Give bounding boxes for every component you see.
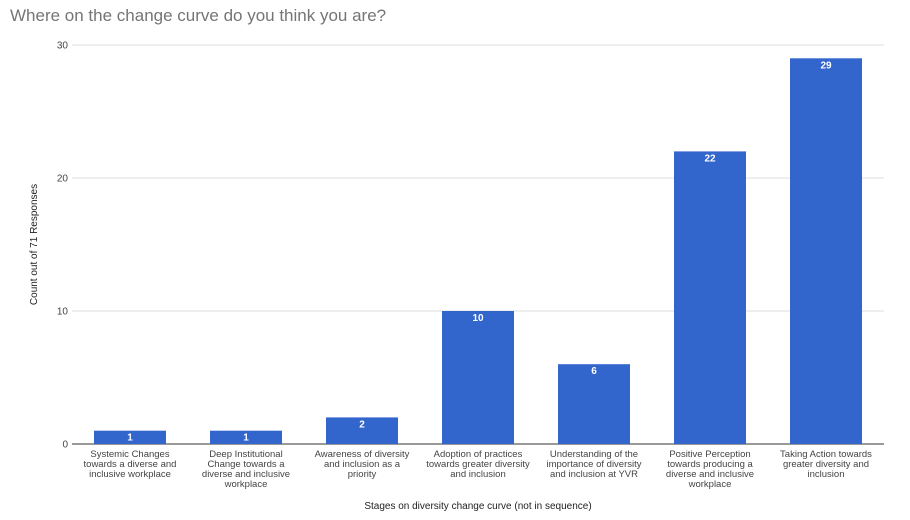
y-tick-label: 0: [62, 440, 68, 451]
data-label: 22: [704, 153, 716, 164]
x-category-labels: Systemic Changes towards a diverse and inc…: [84, 449, 873, 490]
bar: [94, 430, 166, 444]
bar: [326, 417, 398, 444]
bar: [210, 430, 282, 444]
x-tick-label: Taking Action towards greater diversity a…: [780, 449, 872, 480]
y-tick-labels: 0 10 20 30: [57, 41, 69, 451]
x-tick-label: Understanding of the importance of divers…: [546, 449, 641, 480]
bar: [790, 58, 862, 445]
y-tick-label: 30: [57, 41, 69, 52]
chart-title: Where on the change curve do you think y…: [10, 6, 387, 25]
data-label: 2: [359, 419, 365, 430]
data-label: 10: [472, 313, 484, 324]
y-tick-label: 10: [57, 307, 69, 318]
data-label: 1: [127, 433, 133, 444]
data-label: 6: [591, 366, 597, 377]
x-axis-label: Stages on diversity change curve (not in…: [364, 501, 591, 512]
x-tick-label: Positive Perception towards producing a di…: [666, 449, 754, 490]
bar: [674, 151, 746, 444]
x-tick-label: Deep Institutional Change towards a divers…: [202, 449, 290, 490]
x-tick-label: Awareness of diversity and inclusion as a…: [315, 449, 410, 480]
data-label: 29: [820, 60, 832, 71]
bar: [558, 364, 630, 444]
x-tick-label: Adoption of practices towards greater div…: [426, 449, 530, 480]
y-axis-label: Count out of 71 Responses: [29, 184, 40, 305]
bars: 1 1 2 10 6 22 29: [94, 58, 862, 445]
data-label: 1: [243, 433, 249, 444]
x-tick-label: Systemic Changes towards a diverse and inc…: [84, 449, 177, 480]
bar: [442, 311, 514, 444]
y-tick-label: 20: [57, 174, 69, 185]
